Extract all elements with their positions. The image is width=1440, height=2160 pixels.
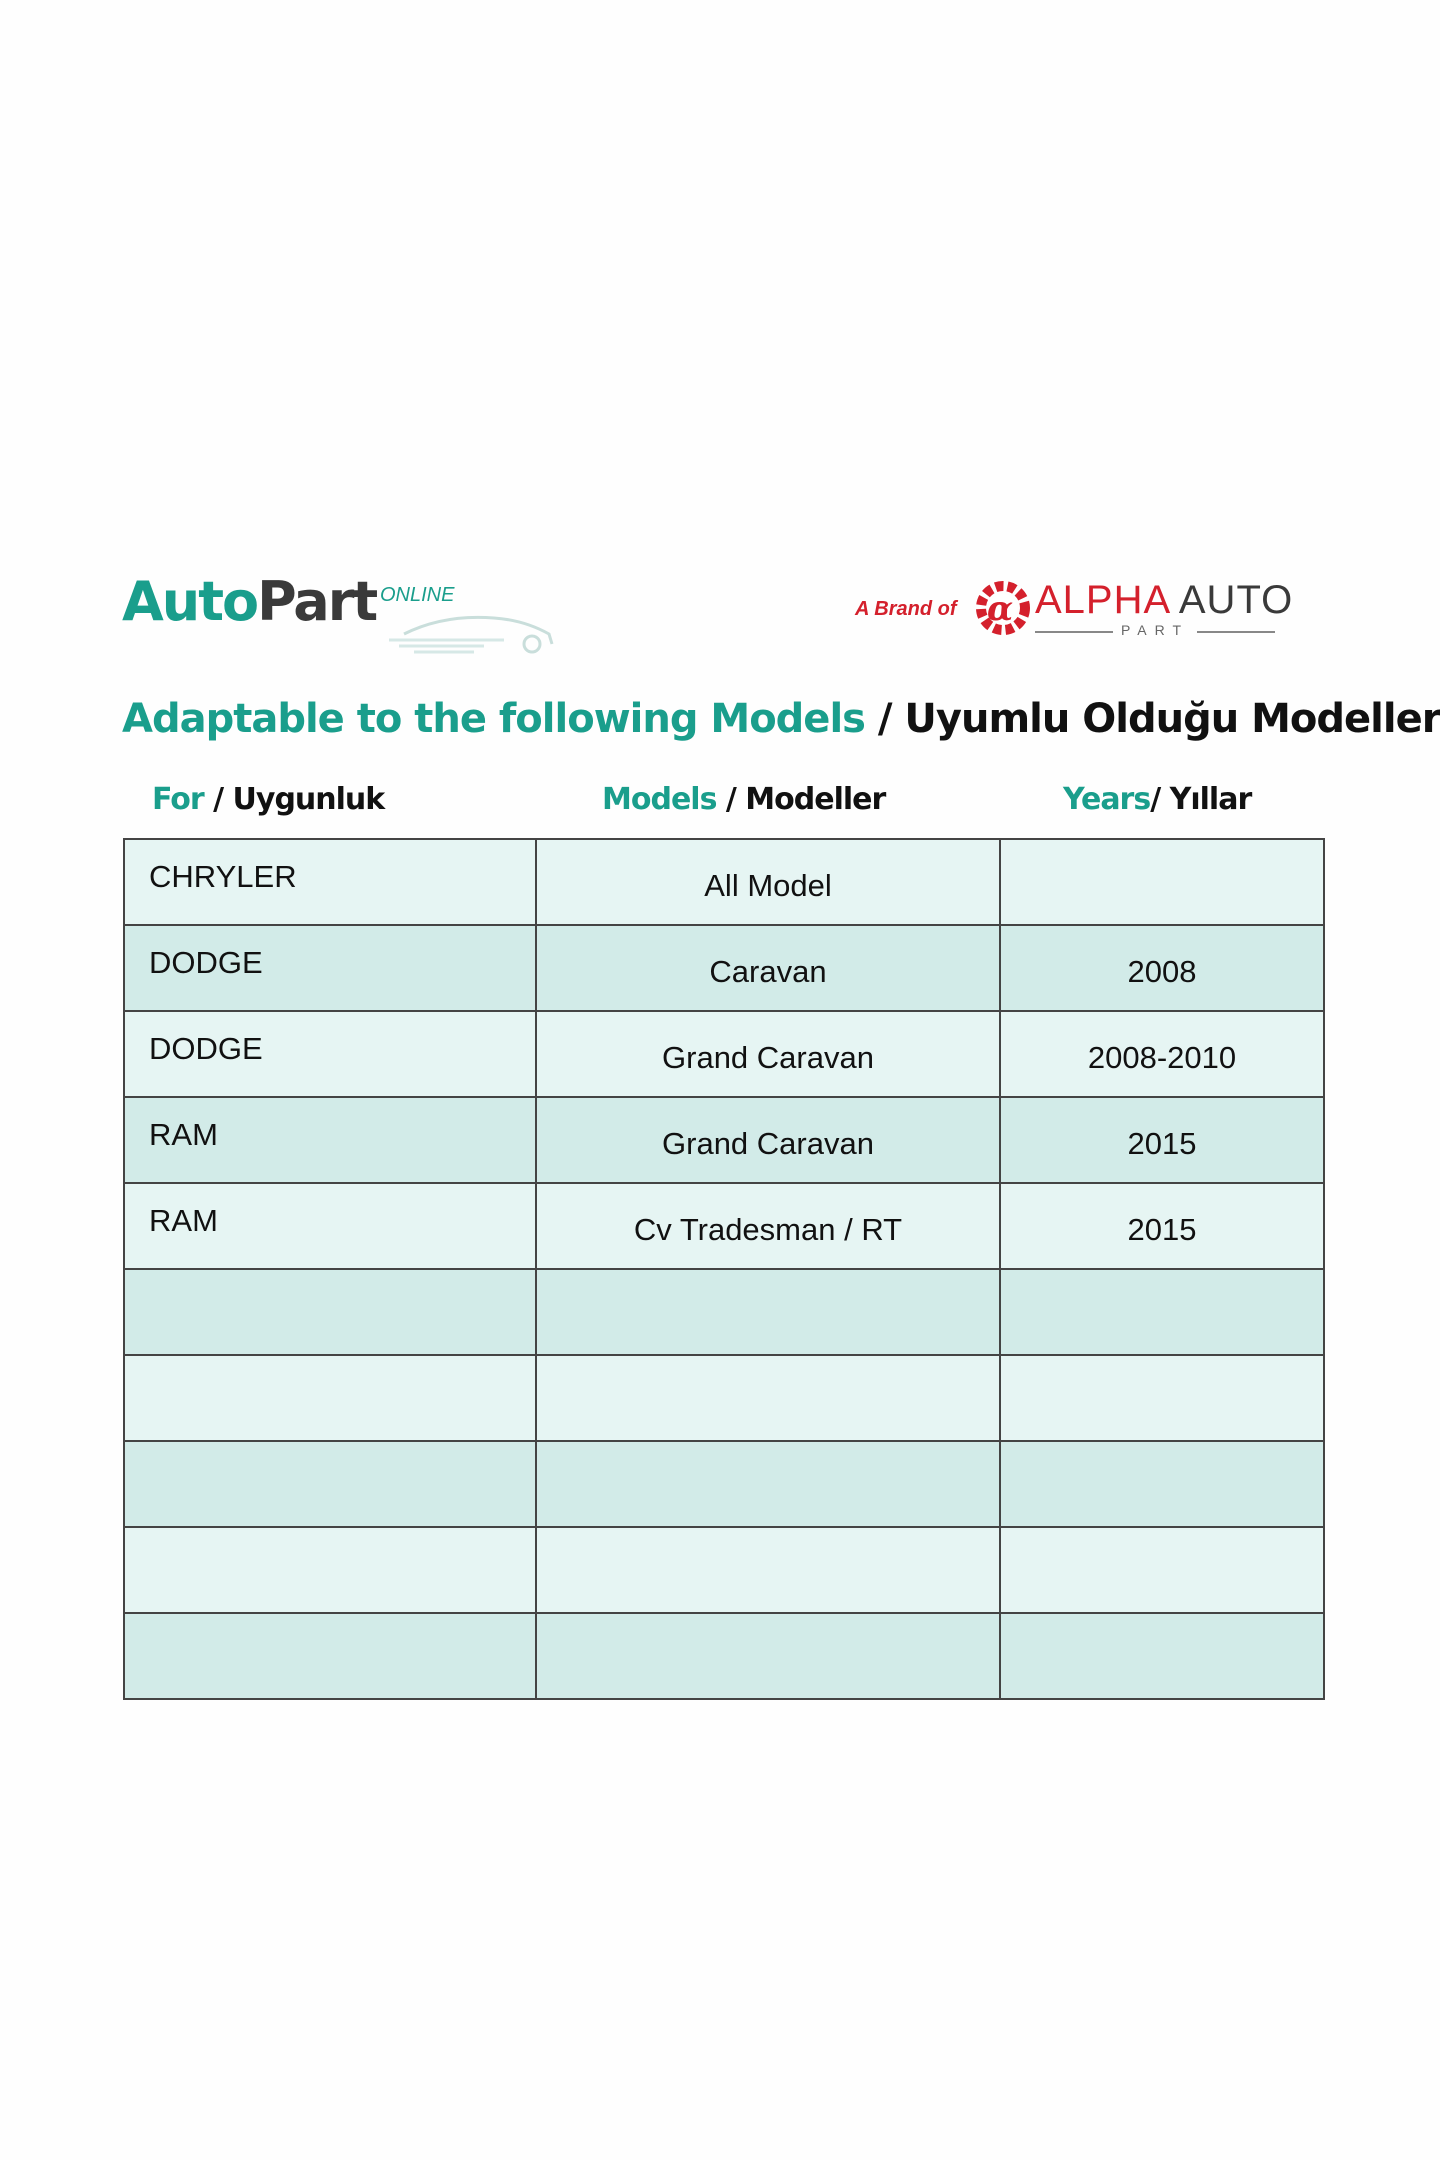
cell-years [999,1612,1325,1700]
cell-model: Caravan [535,924,1001,1012]
cell-brand: RAM [123,1182,537,1270]
column-header-years: Years/ Yıllar [1063,782,1252,817]
cell-brand: DODGE [123,1010,537,1098]
cell-years: 2008 [999,924,1325,1012]
table-row [123,1354,1325,1442]
logo-wordmark: ALPHA AUTO [1035,578,1294,622]
cell-model [535,1526,1001,1614]
alpha-auto-part-logo: A Brand of α ALPHA AUTO PART [855,572,1315,642]
cell-model [535,1354,1001,1442]
page-title: Adaptable to the following Models / Uyum… [122,696,1440,742]
svg-text:α: α [987,589,1013,629]
cell-brand [123,1440,537,1528]
table-row [123,1268,1325,1356]
cell-years [999,1354,1325,1442]
cell-brand [123,1526,537,1614]
table-row [123,1612,1325,1700]
cell-brand [123,1268,537,1356]
title-tr: / Uyumlu Olduğu Modeller [864,696,1440,742]
logo-subtext: PART [1035,622,1275,638]
cell-years: 2015 [999,1182,1325,1270]
cell-years [999,838,1325,926]
cell-model [535,1268,1001,1356]
gear-alpha-icon: α [976,581,1030,635]
column-header-for: For / Uygunluk [152,782,385,817]
cell-model: Cv Tradesman / RT [535,1182,1001,1270]
cell-model [535,1612,1001,1700]
table-row [123,1440,1325,1528]
cell-years [999,1440,1325,1528]
cell-brand: CHRYLER [123,838,537,926]
table-row [123,1526,1325,1614]
table-row: DODGE Grand Caravan 2008-2010 [123,1010,1325,1098]
logo-suffix: ONLINE [380,584,455,606]
logo-wordmark: AutoPart [122,570,378,633]
cell-years [999,1268,1325,1356]
compatibility-table: CHRYLER All Model DODGE Caravan 2008 DODGE Gra… [123,838,1325,1700]
cell-years [999,1526,1325,1614]
table-row: RAM Cv Tradesman / RT 2015 [123,1182,1325,1270]
cell-model [535,1440,1001,1528]
cell-brand [123,1354,537,1442]
cell-brand: DODGE [123,924,537,1012]
cell-brand [123,1612,537,1700]
table-row: RAM Grand Caravan 2015 [123,1096,1325,1184]
cell-years: 2015 [999,1096,1325,1184]
cell-model: Grand Caravan [535,1010,1001,1098]
brand-of-label: A Brand of [855,598,957,620]
table-row: DODGE Caravan 2008 [123,924,1325,1012]
car-silhouette-icon [389,615,554,654]
autopart-online-logo: AutoPart ONLINE [122,570,562,654]
cell-years: 2008-2010 [999,1010,1325,1098]
title-en: Adaptable to the following Models [122,696,866,742]
cell-brand: RAM [123,1096,537,1184]
column-header-models: Models / Modeller [602,782,886,817]
table-row: CHRYLER All Model [123,838,1325,926]
cell-model: All Model [535,838,1001,926]
cell-model: Grand Caravan [535,1096,1001,1184]
